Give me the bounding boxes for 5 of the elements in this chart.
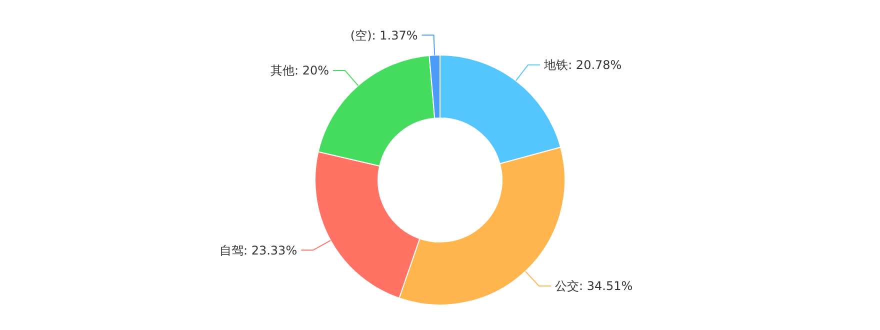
slice-label: 地铁: 20.78% — [543, 58, 622, 72]
slice-label: 自驾: 23.33% — [219, 243, 298, 258]
slice-label: 公交: 34.51% — [555, 279, 633, 294]
slice-label: (空): 1.37% — [350, 28, 418, 42]
slice-label: 其他: 20% — [270, 64, 329, 78]
